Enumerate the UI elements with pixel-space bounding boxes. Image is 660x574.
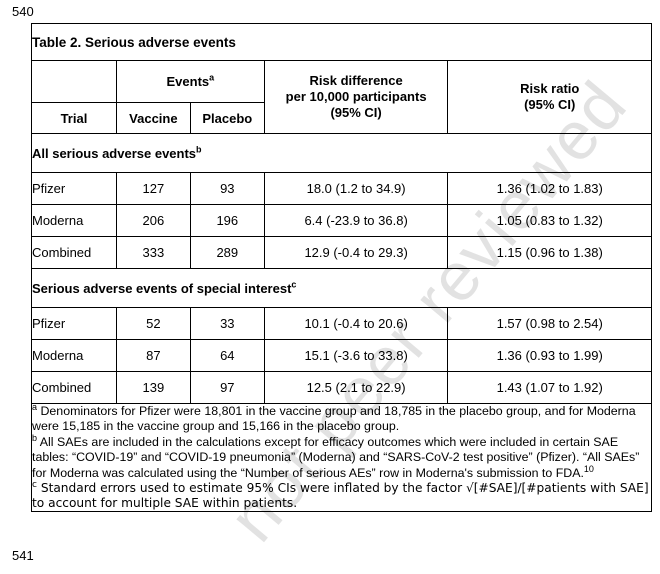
footnote-text: Standard errors used to estimate 95% CIs… (32, 480, 649, 510)
footnote-text: All SAEs are included in the calculation… (32, 434, 640, 480)
table-row: Combined 139 97 12.5 (2.1 to 22.9) 1.43 … (31, 371, 652, 404)
cell-placebo-events: 97 (189, 371, 265, 404)
header-row-bottom: Trial Vaccine Placebo (31, 102, 652, 134)
footnote-b: b All SAEs are included in the calculati… (32, 432, 651, 481)
table-title: Table 2. Serious adverse events (31, 23, 652, 61)
section-sae-special-interest: Serious adverse events of special intere… (31, 268, 652, 308)
cell-risk-ratio: 1.36 (0.93 to 1.99) (447, 339, 652, 372)
footnote-marker-b-ref: b (196, 144, 202, 155)
cell-placebo-events: 196 (189, 204, 265, 237)
cell-risk-ratio: 1.43 (1.07 to 1.92) (447, 371, 652, 404)
section-all-sae: All serious adverse eventsb (31, 133, 652, 173)
footnote-marker-a-ref: a (209, 72, 215, 83)
table-row: Moderna 206 196 6.4 (-23.9 to 36.8) 1.05… (31, 204, 652, 237)
footnote-marker: b (32, 432, 38, 443)
table-row: Combined 333 289 12.9 (-0.4 to 29.3) 1.1… (31, 236, 652, 269)
cell-vaccine-events: 206 (115, 204, 191, 237)
cell-trial: Pfizer (31, 307, 117, 340)
cell-risk-ratio: 1.15 (0.96 to 1.38) (447, 236, 652, 269)
serious-adverse-events-table: Table 2. Serious adverse events Eventsa … (31, 23, 652, 513)
cell-trial: Combined (31, 371, 117, 404)
table-title-row: Table 2. Serious adverse events (31, 23, 652, 61)
cell-placebo-events: 93 (189, 172, 265, 205)
table-row: Pfizer 52 33 10.1 (-0.4 to 20.6) 1.57 (0… (31, 307, 652, 340)
footnote-marker-c-ref: c (291, 279, 297, 290)
cell-placebo-events: 64 (189, 339, 265, 372)
cell-vaccine-events: 127 (115, 172, 191, 205)
reference-number: 10 (583, 463, 594, 474)
footnotes-row: a Denominators for Pfizer were 18,801 in… (31, 401, 652, 513)
cell-vaccine-events: 139 (115, 371, 191, 404)
cell-trial: Moderna (31, 204, 117, 237)
header-trial: Trial (31, 102, 117, 134)
header-row-top: Eventsa Risk difference per 10,000 parti… (31, 60, 652, 134)
cell-vaccine-events: 52 (115, 307, 191, 340)
cell-vaccine-events: 333 (115, 236, 191, 269)
cell-trial: Pfizer (31, 172, 117, 205)
cell-trial: Moderna (31, 339, 117, 372)
section-header-row: All serious adverse eventsb (31, 133, 652, 173)
cell-placebo-events: 33 (189, 307, 265, 340)
table-row: Moderna 87 64 15.1 (-3.6 to 33.8) 1.36 (… (31, 339, 652, 372)
cell-vaccine-events: 87 (115, 339, 191, 372)
footnotes: a Denominators for Pfizer were 18,801 in… (31, 401, 652, 513)
header-events-label: Events (166, 74, 210, 89)
cell-risk-ratio: 1.05 (0.83 to 1.32) (447, 204, 652, 237)
cell-risk-difference: 15.1 (-3.6 to 33.8) (263, 339, 449, 372)
section-label: All serious adverse events (32, 145, 197, 161)
line-number-top: 540 (12, 4, 34, 19)
header-risk-difference: Risk difference per 10,000 participants … (263, 60, 449, 134)
footnote-marker: c (32, 479, 37, 490)
cell-risk-ratio: 1.57 (0.98 to 2.54) (447, 307, 652, 340)
cell-risk-difference: 10.1 (-0.4 to 20.6) (263, 307, 449, 340)
cell-risk-difference: 6.4 (-23.9 to 36.8) (263, 204, 449, 237)
footnote-c: c Standard errors used to estimate 95% C… (32, 479, 651, 511)
cell-risk-difference: 12.9 (-0.4 to 29.3) (263, 236, 449, 269)
cell-risk-ratio: 1.36 (1.02 to 1.83) (447, 172, 652, 205)
section-label: Serious adverse events of special intere… (32, 280, 292, 296)
cell-risk-difference: 18.0 (1.2 to 34.9) (263, 172, 449, 205)
section-header-row: Serious adverse events of special intere… (31, 268, 652, 308)
cell-placebo-events: 289 (189, 236, 265, 269)
table-row: Pfizer 127 93 18.0 (1.2 to 34.9) 1.36 (1… (31, 172, 652, 205)
footnote-marker: a (32, 401, 38, 412)
footnote-a: a Denominators for Pfizer were 18,801 in… (32, 401, 651, 435)
header-events: Eventsa (115, 60, 265, 103)
header-placebo: Placebo (189, 102, 265, 134)
header-vaccine: Vaccine (115, 102, 191, 134)
header-risk-ratio: Risk ratio (95% CI) (447, 60, 652, 134)
cell-risk-difference: 12.5 (2.1 to 22.9) (263, 371, 449, 404)
cell-trial: Combined (31, 236, 117, 269)
header-empty-cell (31, 60, 117, 103)
line-number-bottom: 541 (12, 548, 34, 563)
footnote-text: Denominators for Pfizer were 18,801 in t… (32, 404, 636, 434)
